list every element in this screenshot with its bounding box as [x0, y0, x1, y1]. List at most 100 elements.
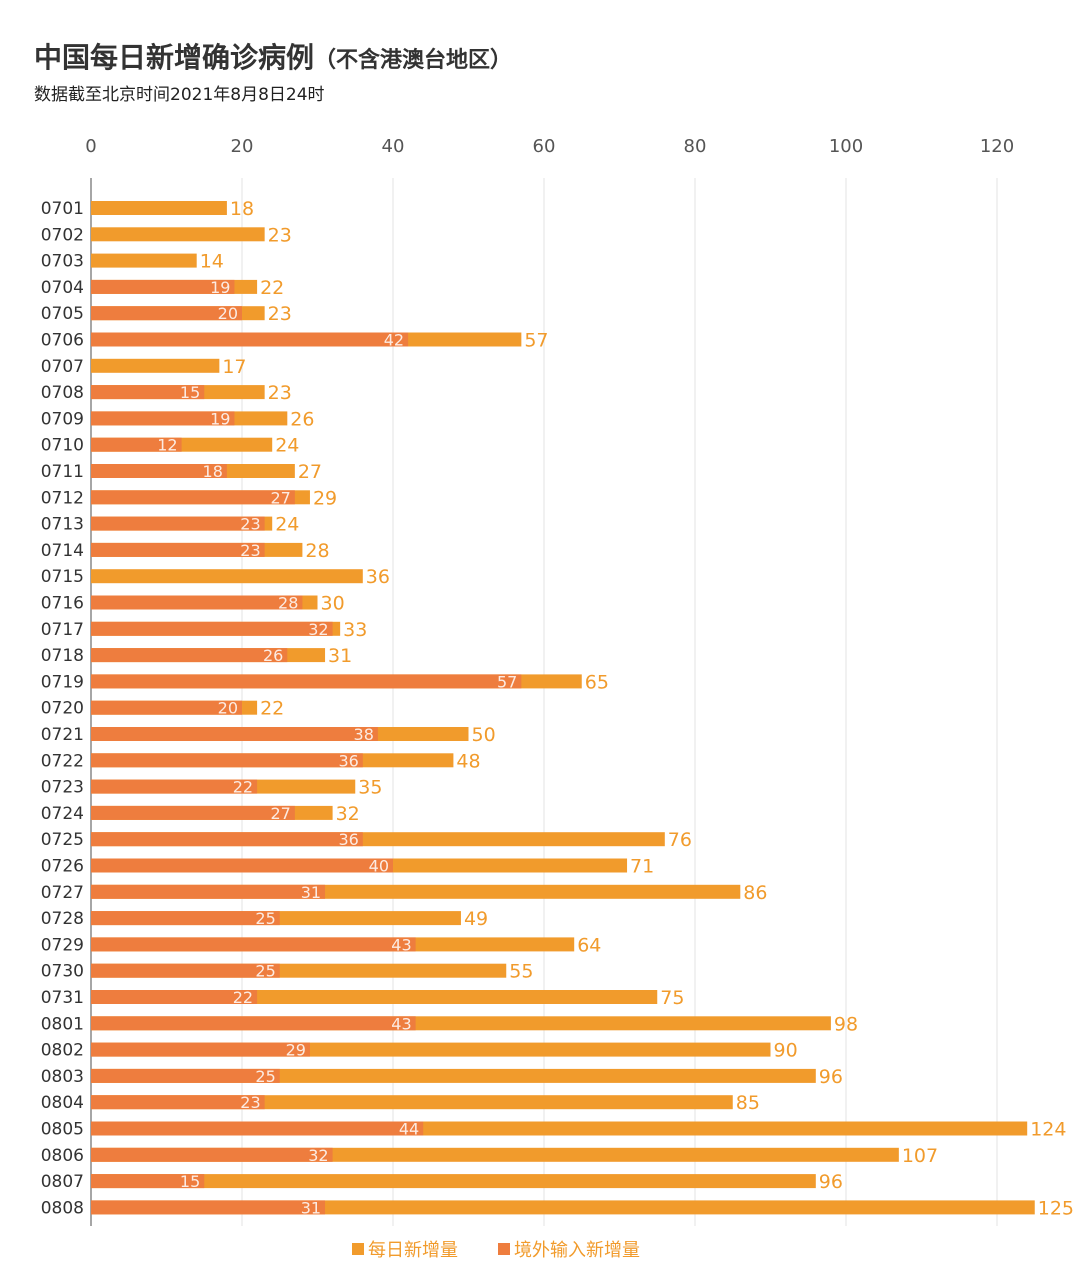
data-label-imported: 19 [210, 278, 230, 297]
bar-imported [91, 1095, 265, 1110]
data-label-total: 31 [328, 645, 352, 667]
data-label-imported: 43 [391, 935, 411, 954]
data-label-total: 23 [268, 224, 292, 246]
bar-imported [91, 1068, 280, 1083]
bar-imported [91, 1042, 310, 1057]
bar-total [91, 569, 363, 584]
data-label-imported: 27 [270, 804, 290, 823]
data-label-total: 125 [1038, 1197, 1074, 1219]
category-label: 0722 [41, 751, 84, 771]
bar-imported [91, 464, 227, 478]
data-label-total: 55 [509, 961, 533, 983]
data-label-imported: 42 [384, 331, 404, 350]
bar-imported [91, 516, 265, 531]
data-label-total: 22 [260, 277, 284, 299]
data-label-imported: 23 [240, 1093, 260, 1112]
bar-imported [91, 621, 333, 636]
category-label: 0730 [41, 962, 84, 982]
bar-imported [91, 411, 235, 426]
data-label-imported: 25 [255, 909, 275, 928]
data-label-imported: 40 [369, 857, 389, 876]
bar-imported [91, 727, 378, 741]
data-label-total: 14 [200, 251, 224, 273]
data-label-total: 98 [834, 1013, 858, 1035]
bar-imported [91, 805, 295, 820]
data-label-total: 96 [819, 1171, 843, 1193]
data-label-total: 86 [743, 882, 767, 904]
data-label-imported: 28 [278, 594, 298, 613]
data-label-imported: 36 [338, 751, 358, 770]
bar-imported [91, 674, 522, 689]
labels: 0701 18 0702 23 0703 14 0704 22 19 0705 23 20 0706 57… [41, 198, 1074, 1219]
bar-imported [91, 385, 205, 400]
data-label-imported: 25 [255, 1067, 275, 1086]
data-label-total: 32 [336, 803, 360, 825]
chart-title-note: （不含港澳台地区） [314, 48, 513, 73]
bar-imported [91, 832, 363, 847]
data-label-imported: 18 [203, 462, 223, 481]
bar-imported [91, 937, 416, 952]
x-axis-ticks: 0 20 40 60 80 100 120 [85, 136, 1014, 157]
category-label: 0727 [41, 883, 84, 903]
category-label: 0704 [41, 278, 84, 298]
x-tick-label: 20 [231, 136, 254, 157]
x-tick-label: 100 [829, 136, 863, 157]
data-label-imported: 38 [354, 725, 374, 744]
bar-imported [91, 490, 295, 505]
data-label-total: 29 [313, 487, 337, 509]
legend-swatch-imported [498, 1243, 510, 1255]
chart-title-main: 中国每日新增确诊病例 [34, 41, 315, 74]
data-label-total: 28 [305, 540, 329, 562]
data-label-imported: 32 [308, 1146, 328, 1165]
category-label: 0702 [41, 225, 84, 245]
category-label: 0723 [41, 778, 84, 798]
data-label-imported: 23 [240, 515, 260, 534]
data-label-imported: 22 [233, 778, 253, 797]
data-label-imported: 15 [180, 383, 200, 402]
data-label-total: 33 [343, 619, 367, 641]
bar-imported [91, 1200, 326, 1215]
data-label-imported: 32 [308, 620, 328, 639]
bar-imported [91, 1147, 333, 1162]
data-label-total: 85 [736, 1092, 760, 1114]
data-label-imported: 22 [233, 988, 253, 1007]
category-label: 0728 [41, 909, 84, 929]
data-label-total: 49 [464, 908, 488, 930]
data-label-imported: 27 [270, 488, 290, 507]
bars [91, 201, 1035, 1215]
bar-imported [91, 332, 409, 347]
category-label: 0802 [41, 1041, 84, 1061]
legend-swatch-total [352, 1243, 364, 1255]
bar-total [91, 1174, 816, 1189]
data-label-imported: 29 [286, 1041, 306, 1060]
category-label: 0711 [41, 462, 84, 482]
bar-imported [91, 279, 235, 294]
category-label: 0710 [41, 436, 84, 456]
category-label: 0705 [41, 304, 84, 324]
category-label: 0716 [41, 594, 84, 614]
data-label-total: 57 [524, 330, 548, 352]
x-tick-label: 40 [382, 136, 405, 157]
category-label: 0801 [41, 1014, 84, 1034]
bar-imported [91, 437, 182, 452]
data-label-imported: 15 [180, 1172, 200, 1191]
data-label-total: 24 [275, 435, 299, 457]
data-label-imported: 31 [301, 883, 321, 902]
category-label: 0806 [41, 1146, 84, 1166]
data-label-imported: 44 [399, 1120, 419, 1139]
category-label: 0721 [41, 725, 84, 745]
legend: 每日新增量 境外输入新增量 [352, 1236, 640, 1262]
chart-subtitle: 数据截至北京时间2021年8月8日24时 [34, 85, 325, 105]
category-label: 0709 [41, 409, 84, 429]
bar-imported [91, 700, 242, 715]
bar-imported [91, 1121, 424, 1136]
data-label-total: 75 [660, 987, 684, 1009]
x-tick-label: 60 [533, 136, 556, 157]
category-label: 0803 [41, 1067, 84, 1087]
data-label-total: 26 [290, 408, 314, 430]
data-label-imported: 31 [301, 1198, 321, 1217]
data-label-imported: 26 [263, 646, 283, 665]
category-label: 0726 [41, 857, 84, 877]
bar-imported [91, 963, 280, 978]
data-label-total: 50 [472, 724, 496, 746]
